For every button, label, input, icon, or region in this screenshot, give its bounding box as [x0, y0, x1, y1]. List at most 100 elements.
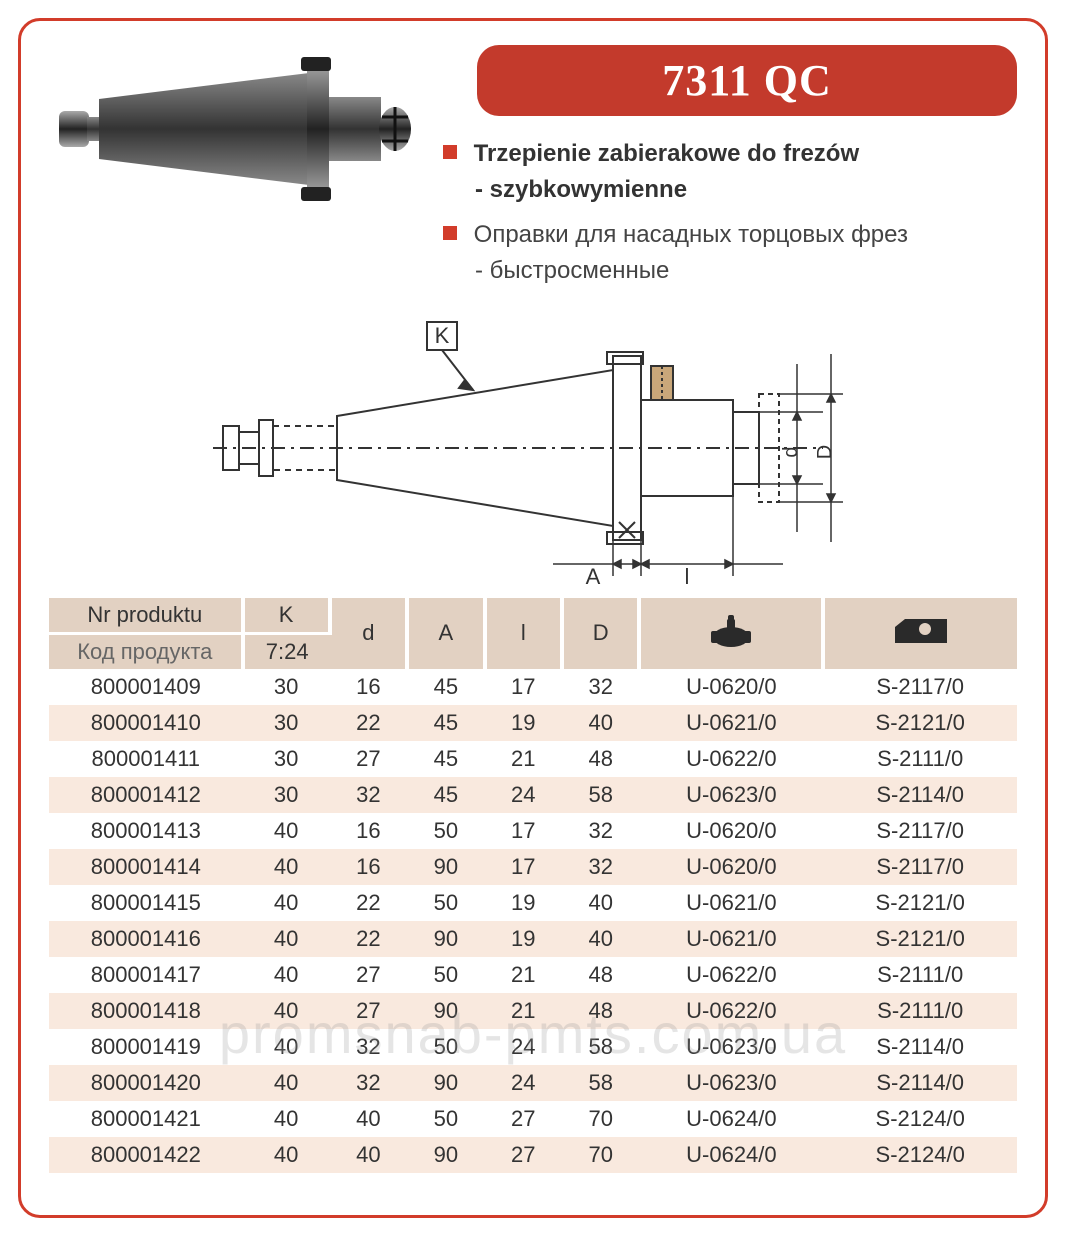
table-cell: S-2111/0	[823, 741, 1017, 777]
table-cell: 32	[330, 777, 407, 813]
desc-line-1: Trzepienie zabierakowe do frezów	[441, 138, 1017, 170]
diagram-label-l: l	[685, 564, 690, 588]
table-cell: U-0623/0	[639, 777, 823, 813]
table-cell: 22	[330, 705, 407, 741]
table-cell: 90	[407, 993, 484, 1029]
table-header-l: l	[485, 598, 562, 669]
table-cell: 19	[485, 885, 562, 921]
table-cell: U-0620/0	[639, 849, 823, 885]
table-row: 8000014164022901940U-0621/0S-2121/0	[49, 921, 1017, 957]
table-cell: 90	[407, 1137, 484, 1173]
table-cell: S-2117/0	[823, 669, 1017, 705]
table-row: 8000014123032452458U-0623/0S-2114/0	[49, 777, 1017, 813]
table-cell: 800001410	[49, 705, 243, 741]
desc-line-2-text: Оправки для насадных торцовых фрез	[474, 221, 908, 248]
description-block: Trzepienie zabierakowe do frezów - szybk…	[441, 138, 1017, 288]
table-row: 8000014093016451732U-0620/0S-2117/0	[49, 669, 1017, 705]
table-cell: 16	[330, 669, 407, 705]
table-cell: 800001422	[49, 1137, 243, 1173]
diagram-label-K: K	[435, 323, 450, 348]
desc-line-2: Оправки для насадных торцовых фрез	[441, 219, 1017, 251]
table-header-k-top: K	[243, 598, 330, 634]
table-row: 8000014204032902458U-0623/0S-2114/0	[49, 1065, 1017, 1101]
table-cell: S-2114/0	[823, 1029, 1017, 1065]
table-cell: 17	[485, 669, 562, 705]
table-cell: S-2114/0	[823, 1065, 1017, 1101]
table-cell: 27	[485, 1101, 562, 1137]
table-cell: S-2114/0	[823, 777, 1017, 813]
table-cell: 48	[562, 741, 639, 777]
table-cell: S-2121/0	[823, 705, 1017, 741]
table-cell: 40	[562, 885, 639, 921]
table-cell: 27	[330, 993, 407, 1029]
table-cell: 90	[407, 1065, 484, 1101]
table-cell: U-0624/0	[639, 1137, 823, 1173]
table-cell: U-0623/0	[639, 1029, 823, 1065]
table-cell: 40	[243, 1029, 330, 1065]
product-photo	[49, 39, 429, 219]
table-cell: 40	[243, 1065, 330, 1101]
table-cell: 19	[485, 705, 562, 741]
table-cell: 90	[407, 921, 484, 957]
table-cell: 40	[243, 885, 330, 921]
table-cell: 50	[407, 885, 484, 921]
table-cell: 30	[243, 741, 330, 777]
table-cell: 27	[330, 957, 407, 993]
table-row: 8000014134016501732U-0620/0S-2117/0	[49, 813, 1017, 849]
table-cell: S-2124/0	[823, 1101, 1017, 1137]
table-cell: 40	[562, 705, 639, 741]
table-cell: 17	[485, 849, 562, 885]
table-cell: S-2117/0	[823, 849, 1017, 885]
table-cell: 32	[330, 1029, 407, 1065]
table-cell: 40	[243, 993, 330, 1029]
table-cell: 48	[562, 957, 639, 993]
technical-drawing: K A l d D	[183, 308, 883, 588]
table-header-A: A	[407, 598, 484, 669]
table-cell: 30	[243, 777, 330, 813]
table-cell: 40	[243, 1101, 330, 1137]
table-cell: U-0624/0	[639, 1101, 823, 1137]
table-cell: 24	[485, 777, 562, 813]
desc-line-1-text: Trzepienie zabierakowe do frezów	[474, 140, 859, 167]
table-cell: 21	[485, 741, 562, 777]
table-cell: S-2111/0	[823, 957, 1017, 993]
table-row: 8000014184027902148U-0622/0S-2111/0	[49, 993, 1017, 1029]
table-row: 8000014144016901732U-0620/0S-2117/0	[49, 849, 1017, 885]
table-cell: 50	[407, 957, 484, 993]
table-cell: U-0621/0	[639, 885, 823, 921]
table-header-nr-bottom: Код продукта	[49, 633, 243, 669]
bullet-icon	[443, 226, 457, 240]
catalog-card: 7311 QC Trzepienie zabierakowe do frezów…	[18, 18, 1048, 1218]
table-cell: 32	[330, 1065, 407, 1101]
table-cell: 16	[330, 849, 407, 885]
table-cell: 22	[330, 921, 407, 957]
table-cell: 40	[243, 813, 330, 849]
table-cell: 50	[407, 1029, 484, 1065]
table-cell: 58	[562, 777, 639, 813]
table-cell: 90	[407, 849, 484, 885]
table-cell: S-2121/0	[823, 921, 1017, 957]
diagram-label-A: A	[586, 564, 601, 588]
product-code-badge: 7311 QC	[477, 45, 1017, 116]
table-cell: S-2111/0	[823, 993, 1017, 1029]
table-cell: 27	[485, 1137, 562, 1173]
table-cell: U-0621/0	[639, 921, 823, 957]
table-cell: 50	[407, 1101, 484, 1137]
table-cell: U-0620/0	[639, 813, 823, 849]
table-cell: 21	[485, 993, 562, 1029]
table-cell: 40	[243, 1137, 330, 1173]
table-row: 8000014224040902770U-0624/0S-2124/0	[49, 1137, 1017, 1173]
table-cell: 40	[243, 849, 330, 885]
table-cell: 800001411	[49, 741, 243, 777]
table-header-nr-top: Nr produktu	[49, 598, 243, 634]
table-cell: 50	[407, 813, 484, 849]
table-cell: 800001414	[49, 849, 243, 885]
table-cell: 27	[330, 741, 407, 777]
table-cell: U-0621/0	[639, 705, 823, 741]
table-cell: 45	[407, 741, 484, 777]
table-cell: 800001416	[49, 921, 243, 957]
top-section: 7311 QC Trzepienie zabierakowe do frezów…	[21, 21, 1045, 288]
table-cell: 800001419	[49, 1029, 243, 1065]
table-cell: 30	[243, 669, 330, 705]
table-cell: S-2124/0	[823, 1137, 1017, 1173]
